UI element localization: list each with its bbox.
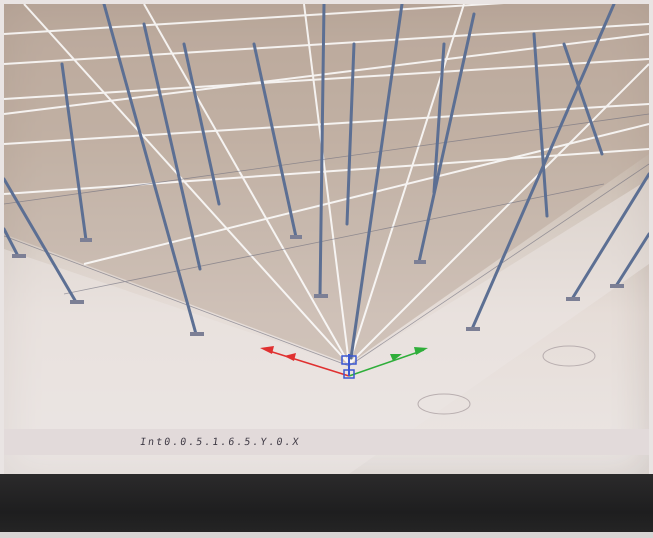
support-markers <box>12 235 624 336</box>
coordinate-readout: Int0.0.5.1.6.5.Y.0.X <box>139 436 302 448</box>
floor-annotations <box>417 345 596 415</box>
structural-grid-view <box>4 4 649 474</box>
monitor-bezel-edge <box>0 532 653 538</box>
monitor-bezel <box>0 474 653 538</box>
status-bar: Int0.0.5.1.6.5.Y.0.X <box>4 429 649 455</box>
columns <box>4 4 649 360</box>
grid-lines <box>4 4 649 365</box>
floor-slab-shadow <box>4 179 649 474</box>
axis-gizmo <box>260 346 428 379</box>
3d-model-viewport[interactable]: Int0.0.5.1.6.5.Y.0.X <box>4 4 649 474</box>
